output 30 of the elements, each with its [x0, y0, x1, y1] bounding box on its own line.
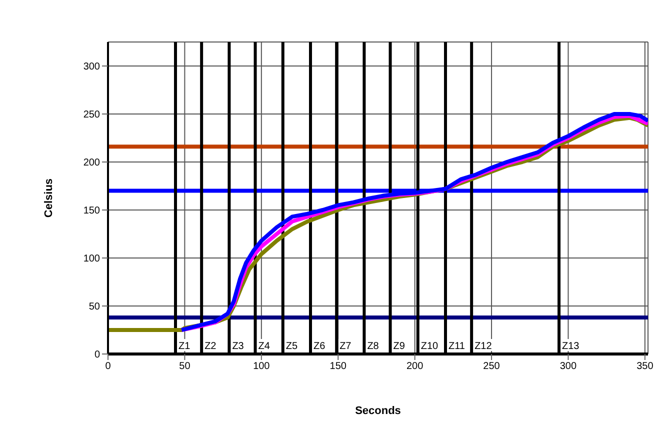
x-tick-label: 0 [105, 361, 112, 372]
y-tick-label: 200 [83, 158, 100, 169]
ref-line-label: Z5 [286, 341, 298, 352]
ref-line-label: Z2 [204, 341, 217, 352]
ref-line-label: Z11 [448, 341, 466, 352]
y-tick-label: 250 [83, 110, 100, 121]
y-axis-title: Celsius [42, 178, 55, 218]
ref-line-label: Z6 [314, 341, 326, 352]
ref-line-label: Z3 [232, 341, 244, 352]
ref-line-label: Z9 [393, 341, 406, 352]
x-tick-label: 50 [179, 361, 191, 372]
ref-line-label: Z1 [178, 341, 191, 352]
x-tick-label: 250 [483, 361, 500, 372]
y-tick-label: 300 [83, 62, 100, 73]
x-tick-label: 200 [406, 361, 424, 372]
y-tick-label: 100 [83, 254, 100, 265]
y-tick-label: 50 [88, 302, 100, 313]
ref-line-label: Z13 [562, 341, 580, 352]
x-tick-label: 300 [560, 361, 578, 372]
y-tick-label: 0 [94, 350, 100, 361]
y-tick-label: 150 [83, 206, 100, 217]
x-tick-label: 100 [253, 361, 270, 372]
ref-line-label: Z7 [340, 341, 352, 352]
x-axis-title: Seconds [355, 405, 401, 417]
ref-line-label: Z10 [420, 341, 439, 352]
x-tick-label: 350 [636, 361, 654, 372]
ref-line-label: Z4 [258, 341, 270, 352]
x-tick-label: 150 [330, 361, 347, 372]
ref-line-label: Z12 [474, 341, 492, 352]
ref-line-label: Z8 [367, 341, 380, 352]
